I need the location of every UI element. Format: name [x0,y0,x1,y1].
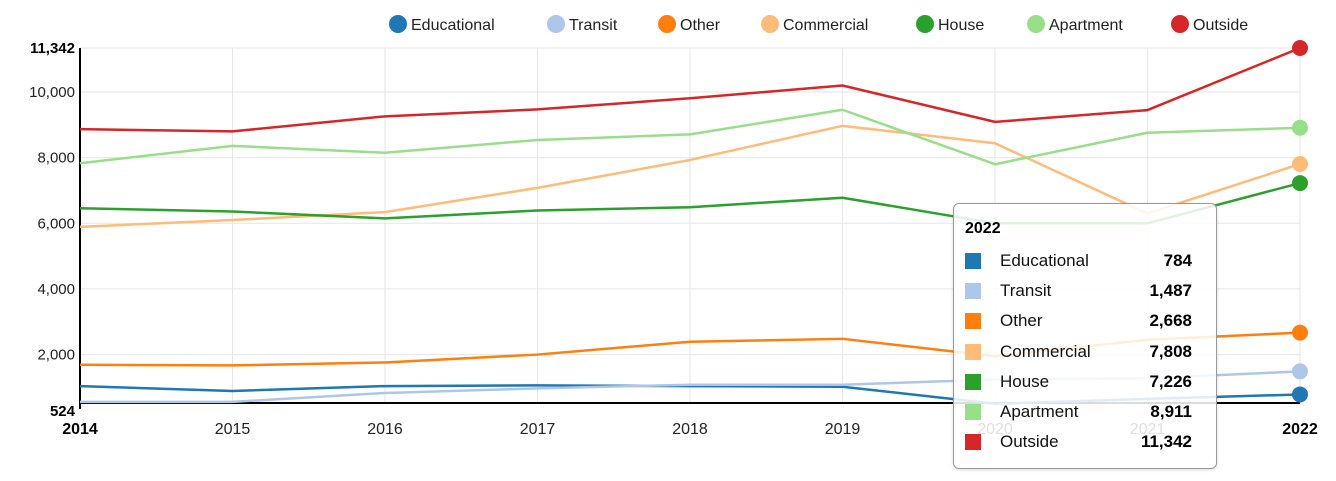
point-marker-outside[interactable] [1292,40,1308,56]
legend: Educational Transit Other Commercial House Ap… [389,15,1248,34]
point-marker-house[interactable] [1292,175,1308,192]
x-tick-label: 2022 [1282,421,1318,438]
tooltip-swatch [965,373,981,390]
legend-item-apartment[interactable]: Apartment [1027,15,1123,34]
y-tick-label: 6,000 [37,215,75,232]
legend-item-transit[interactable]: Transit [547,15,618,34]
x-tick-label: 2017 [520,421,556,438]
legend-item-other[interactable]: Other [658,15,721,34]
series-line-outside [79,46,1301,133]
tooltip-row: Other 2,668 [965,306,1206,336]
tooltip-row: Educational 784 [965,246,1206,276]
legend-label: Transit [569,17,618,34]
x-tick-label: 2019 [825,421,861,438]
legend-swatch [547,15,565,33]
legend-item-house[interactable]: House [916,15,984,34]
series-lines [79,40,1308,406]
legend-item-commercial[interactable]: Commercial [761,15,868,34]
x-tick-label: 2018 [672,421,708,438]
hover-tooltip: 2022 Educational 784 Transit 1,487 Other 2,66… [953,203,1217,469]
tooltip-series-value: 7,808 [1149,341,1192,361]
point-marker-transit[interactable] [1292,363,1308,380]
tooltip-swatch [965,404,981,421]
tooltip-row: House 7,226 [965,367,1206,397]
series-line-apartment [79,108,1301,166]
tooltip-swatch [965,253,981,270]
legend-swatch [1027,15,1045,33]
tooltip-rows: Educational 784 Transit 1,487 Other 2,668 Comm… [965,246,1206,457]
tooltip-series-value: 784 [1163,251,1192,271]
series-line-commercial [79,124,1301,229]
tooltip-title: 2022 [965,220,1001,237]
legend-label: Educational [411,17,495,34]
tooltip-series-value: 2,668 [1149,311,1192,331]
tooltip-row: Commercial 7,808 [965,337,1206,367]
tooltip-series-name: Other [1000,311,1043,331]
legend-label: Commercial [783,17,868,34]
point-marker-educational[interactable] [1292,386,1308,403]
legend-label: Other [680,17,721,34]
x-tick-label: 2014 [62,421,98,438]
legend-item-outside[interactable]: Outside [1171,15,1248,34]
tooltip-row: Transit 1,487 [965,276,1206,306]
y-tick-label: 10,000 [29,84,75,101]
tooltip-swatch [965,434,981,451]
point-marker-apartment[interactable] [1292,119,1308,136]
tooltip-series-value: 7,226 [1149,371,1192,391]
tooltip-series-name: Transit [1000,281,1052,301]
point-marker-commercial[interactable] [1292,155,1308,172]
y-max-label: 11,342 [30,40,75,57]
x-tick-label: 2015 [215,421,251,438]
y-tick-label: 8,000 [37,150,75,167]
tooltip-series-value: 11,342 [1140,432,1192,452]
legend-swatch [389,15,407,33]
x-tick-label: 2016 [367,421,403,438]
y-tick-label: 4,000 [37,281,75,298]
legend-swatch [1171,15,1189,33]
y-min-label: 524 [50,403,76,420]
tooltip-series-name: Apartment [1000,402,1079,422]
legend-label: Apartment [1049,17,1123,34]
legend-swatch [761,15,779,33]
tooltip-series-name: House [1000,371,1050,391]
tooltip-row: Outside 11,342 [965,427,1206,457]
legend-label: House [938,17,984,34]
tooltip-series-name: Commercial [1000,341,1091,361]
legend-item-educational[interactable]: Educational [389,15,495,34]
tooltip-swatch [965,343,981,360]
legend-label: Outside [1193,17,1248,34]
point-marker-other[interactable] [1292,324,1308,341]
y-tick-label: 2,000 [37,347,75,364]
tooltip-series-value: 8,911 [1150,402,1192,422]
tooltip-swatch [965,283,981,300]
tooltip-row: Apartment 8,911 [965,397,1206,427]
tooltip-series-name: Educational [1000,251,1089,271]
tooltip-swatch [965,313,981,330]
tooltip-series-name: Outside [1000,432,1059,452]
legend-swatch [916,15,934,33]
legend-swatch [658,15,676,33]
tooltip-series-value: 1,487 [1149,281,1192,301]
